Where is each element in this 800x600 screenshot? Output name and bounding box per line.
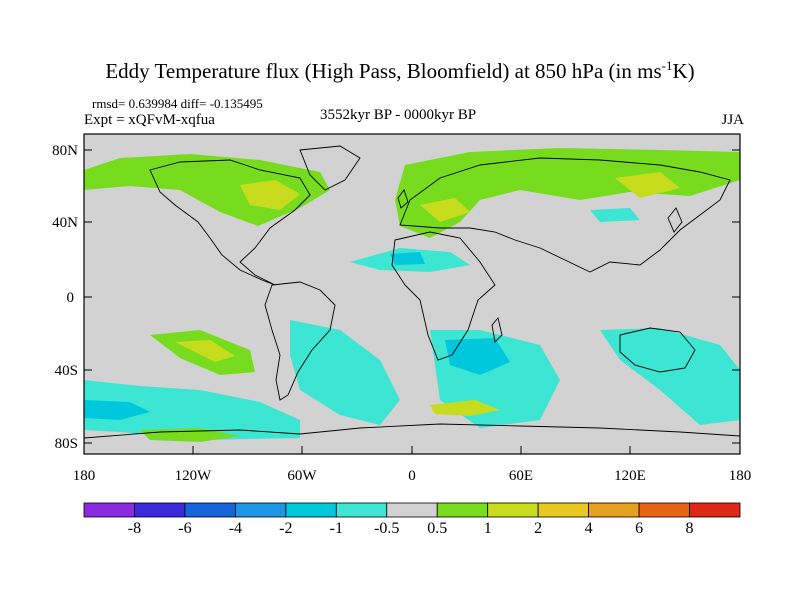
lon-label: 60E bbox=[509, 468, 533, 484]
colorbar-swatch bbox=[436, 502, 489, 518]
period-label: 3552kyr BP - 0000kyr BP bbox=[320, 107, 477, 123]
lat-label: 0 bbox=[67, 290, 75, 306]
coast-africa bbox=[391, 231, 496, 361]
coast-japan bbox=[667, 207, 683, 233]
colorbar-label: -6 bbox=[178, 520, 192, 537]
colorbar-swatch bbox=[335, 502, 388, 518]
colorbar-swatch bbox=[83, 502, 135, 518]
coastlines bbox=[84, 145, 740, 439]
field-southern-ocean-core bbox=[84, 400, 150, 420]
field-north-america-core bbox=[240, 180, 300, 210]
field-australia-negative bbox=[600, 328, 740, 425]
field-siberia-core bbox=[615, 172, 680, 198]
colorbar-swatch bbox=[134, 502, 186, 518]
map-title: Eddy Temperature flux (High Pass, Bloomf… bbox=[105, 58, 695, 83]
latitude-labels: 80N 40N 0 40S 80S bbox=[52, 143, 78, 452]
colorbar-label: -8 bbox=[127, 520, 142, 537]
field-south-pacific-core bbox=[175, 340, 235, 362]
lat-label: 40N bbox=[52, 215, 78, 231]
colorbar-label: -0.5 bbox=[374, 520, 400, 537]
coast-south-america bbox=[264, 281, 336, 401]
lon-label: 60W bbox=[287, 468, 317, 484]
lon-label: 120E bbox=[614, 468, 646, 484]
axis-ticks bbox=[83, 149, 741, 454]
field-europe-core bbox=[420, 198, 470, 222]
coast-antarctica bbox=[84, 423, 740, 439]
colorbar-label: 2 bbox=[534, 520, 543, 537]
field-weddell-positive bbox=[430, 400, 500, 416]
colorbar-swatch bbox=[386, 502, 438, 518]
colorbar-label: 0.5 bbox=[427, 520, 448, 537]
coast-uk bbox=[397, 189, 409, 209]
colorbar-label: 6 bbox=[635, 520, 644, 537]
field-south-atlantic-negative bbox=[290, 320, 400, 425]
colorbar-label: -4 bbox=[228, 520, 243, 537]
lon-label: 180 bbox=[73, 468, 96, 484]
colorbar bbox=[83, 502, 741, 518]
field-indian-ocean-core bbox=[445, 338, 510, 375]
colorbar-label: -2 bbox=[279, 520, 293, 537]
lon-label: 0 bbox=[408, 468, 416, 484]
colorbar-label: -1 bbox=[329, 520, 343, 537]
season-label: JJA bbox=[721, 112, 744, 128]
field-eurasia-positive bbox=[395, 148, 740, 238]
coast-madagascar bbox=[491, 317, 503, 343]
field-southern-ocean-negative bbox=[84, 380, 300, 440]
colorbar-swatch bbox=[537, 502, 590, 518]
coast-eurasia bbox=[399, 157, 731, 273]
field-northwest-pacific-negative bbox=[590, 208, 640, 222]
colorbar-label: 1 bbox=[483, 520, 492, 537]
colorbar-swatch bbox=[689, 502, 741, 518]
coast-australia bbox=[619, 327, 696, 373]
lat-label: 80N bbox=[52, 143, 78, 159]
longitude-labels: 180 120W 60W 0 60E 120E 180 bbox=[73, 468, 752, 484]
field-atlantic-negative-core bbox=[390, 252, 425, 265]
colorbar-swatch bbox=[487, 502, 539, 518]
colorbar-label: 4 bbox=[584, 520, 593, 537]
colorbar-swatch bbox=[184, 502, 236, 518]
experiment-label: Expt = xQFvM-xqfua bbox=[84, 112, 215, 128]
colorbar-swatch bbox=[588, 502, 640, 518]
lat-label: 40S bbox=[55, 363, 78, 379]
colorbar-label: 8 bbox=[685, 520, 694, 537]
lon-label: 180 bbox=[729, 468, 752, 484]
rmsd-diff-stats: rmsd= 0.639984 diff= -0.135495 bbox=[92, 96, 263, 111]
colorbar-swatch bbox=[638, 502, 690, 518]
colorbar-swatch bbox=[234, 502, 287, 518]
colorbar-swatch bbox=[285, 502, 337, 518]
coast-greenland bbox=[299, 145, 361, 191]
anomaly-fields bbox=[84, 148, 740, 442]
lat-label: 80S bbox=[55, 436, 78, 452]
coast-north-america bbox=[149, 159, 311, 286]
lon-label: 120W bbox=[175, 468, 213, 484]
